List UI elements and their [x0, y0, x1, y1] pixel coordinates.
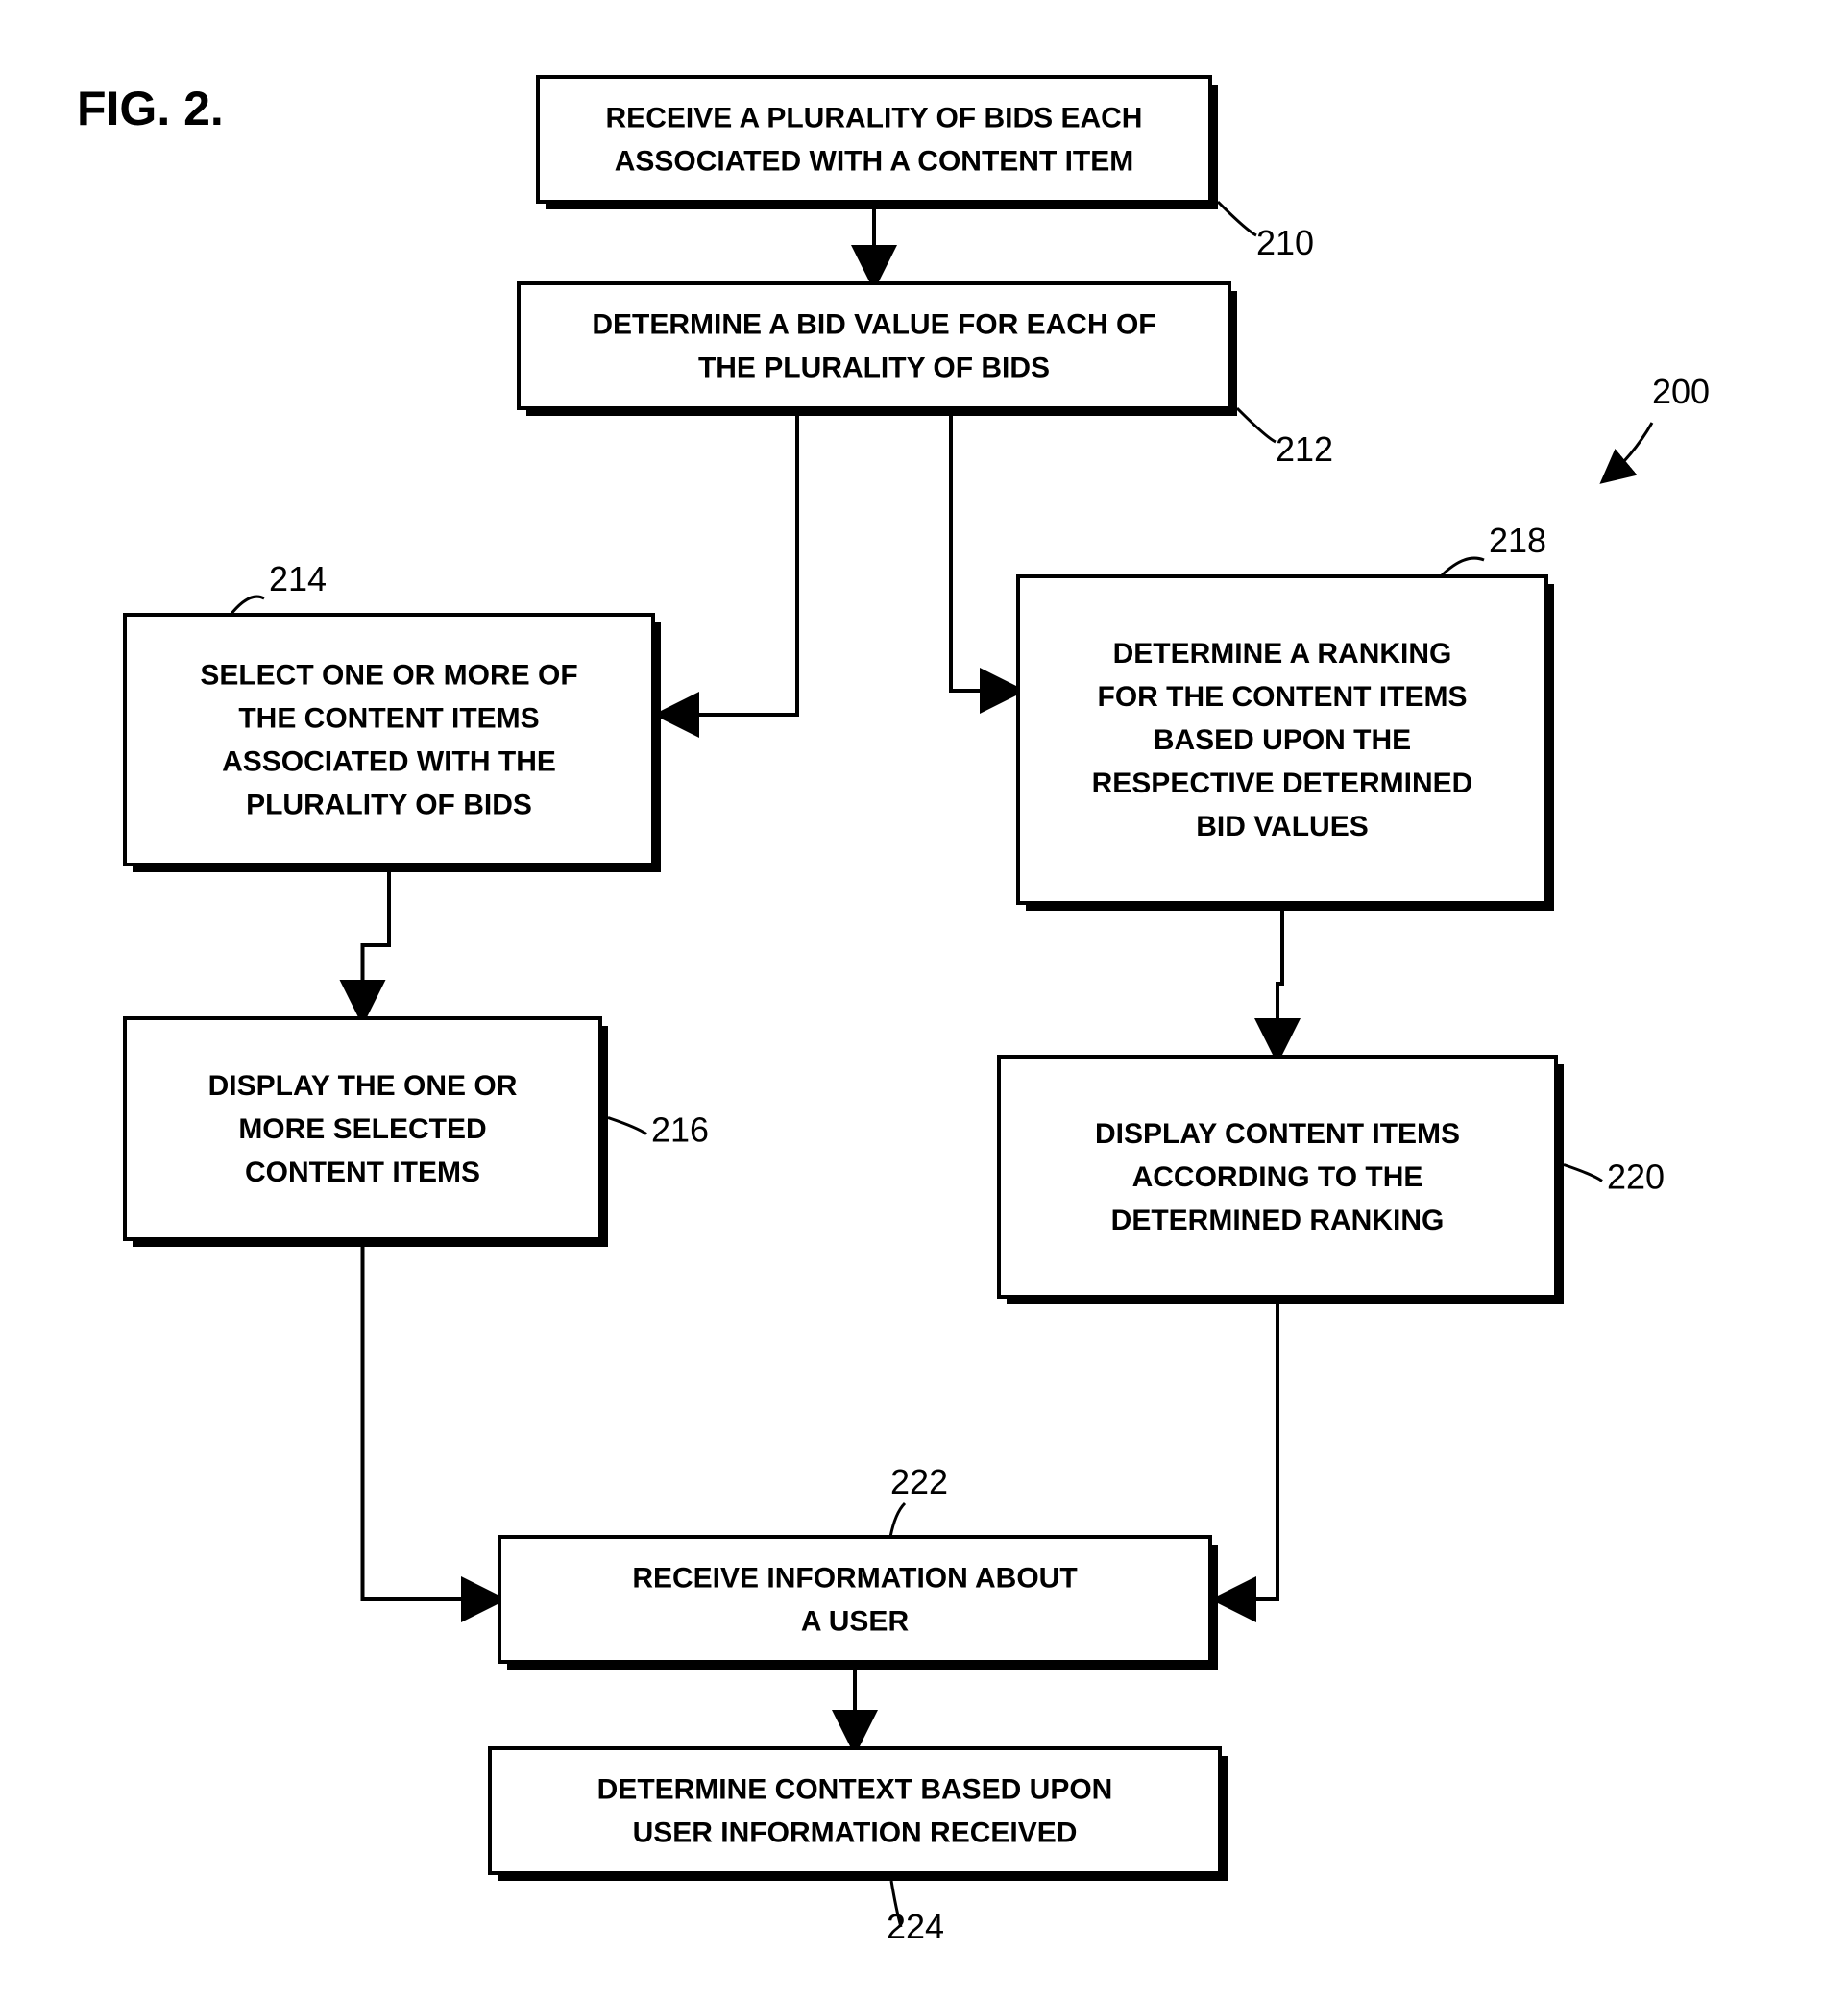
diagram-ref: 200: [1652, 372, 1710, 411]
node-text: PLURALITY OF BIDS: [246, 789, 532, 820]
node-text: THE PLURALITY OF BIDS: [698, 352, 1050, 383]
flowchart-node-218: DETERMINE A RANKING FOR THE CONTENT ITEMS…: [1018, 576, 1554, 911]
node-text: USER INFORMATION RECEIVED: [633, 1816, 1078, 1848]
node-text: BASED UPON THE: [1154, 724, 1411, 756]
flowchart-node-214: SELECT ONE OR MORE OF THE CONTENT ITEMS AS…: [125, 615, 661, 872]
diagram-ref-arrow: [1604, 423, 1652, 480]
flowchart-node-210: RECEIVE A PLURALITY OF BIDS EACH ASSOCIAT…: [538, 77, 1218, 209]
figure-label: FIG. 2.: [77, 82, 224, 135]
node-text: DETERMINE CONTEXT BASED UPON: [597, 1773, 1113, 1805]
node-text: BID VALUES: [1196, 811, 1368, 842]
leader-curve: [1237, 408, 1276, 442]
node-ref-216: 216: [651, 1110, 709, 1150]
node-text: DISPLAY THE ONE OR: [208, 1070, 518, 1102]
flow-arrow: [1218, 1304, 1277, 1599]
node-ref-212: 212: [1276, 429, 1333, 469]
leader-curve: [1441, 558, 1484, 576]
node-text: DETERMINE A RANKING: [1113, 638, 1452, 670]
node-ref-222: 222: [890, 1462, 948, 1501]
flowchart-node-220: DISPLAY CONTENT ITEMS ACCORDING TO THE DET…: [999, 1057, 1564, 1304]
flow-arrow: [363, 872, 390, 1018]
node-text: RECEIVE A PLURALITY OF BIDS EACH: [606, 102, 1143, 134]
node-ref-224: 224: [887, 1907, 944, 1946]
flowchart-node-212: DETERMINE A BID VALUE FOR EACH OF THE PLU…: [519, 283, 1237, 416]
node-text: A USER: [801, 1605, 910, 1637]
flowchart-node-222: RECEIVE INFORMATION ABOUT A USER: [499, 1537, 1218, 1670]
node-ref-210: 210: [1256, 223, 1314, 262]
node-text: CONTENT ITEMS: [245, 1157, 480, 1188]
leader-curve: [1564, 1165, 1602, 1182]
leader-curve: [608, 1118, 646, 1134]
node-text: ASSOCIATED WITH A CONTENT ITEM: [615, 145, 1134, 177]
flowchart-diagram: RECEIVE A PLURALITY OF BIDS EACH ASSOCIAT…: [0, 0, 1848, 1999]
node-text: ASSOCIATED WITH THE: [222, 745, 556, 777]
flow-arrow: [363, 1247, 500, 1599]
node-ref-214: 214: [269, 559, 327, 598]
flow-arrow: [1277, 911, 1282, 1057]
node-ref-218: 218: [1489, 521, 1546, 560]
node-text: RECEIVE INFORMATION ABOUT: [632, 1562, 1077, 1594]
node-text: DISPLAY CONTENT ITEMS: [1095, 1118, 1460, 1150]
leader-curve: [1218, 202, 1256, 235]
node-ref-220: 220: [1607, 1158, 1665, 1197]
node-text: MORE SELECTED: [238, 1113, 486, 1145]
node-text: RESPECTIVE DETERMINED: [1092, 768, 1473, 799]
flowchart-node-224: DETERMINE CONTEXT BASED UPON USER INFORMA…: [490, 1748, 1228, 1881]
node-text: DETERMINE A BID VALUE FOR EACH OF: [592, 308, 1155, 340]
node-text: FOR THE CONTENT ITEMS: [1098, 681, 1468, 713]
node-text: SELECT ONE OR MORE OF: [200, 659, 577, 691]
flow-arrow: [661, 416, 797, 715]
node-text: DETERMINED RANKING: [1111, 1205, 1445, 1236]
leader-curve: [231, 597, 264, 615]
flowchart-node-216: DISPLAY THE ONE OR MORE SELECTED CONTENT I…: [125, 1018, 608, 1247]
node-text: ACCORDING TO THE: [1132, 1161, 1423, 1193]
leader-curve: [890, 1503, 905, 1537]
flow-arrow: [951, 416, 1018, 691]
node-text: THE CONTENT ITEMS: [238, 702, 539, 734]
